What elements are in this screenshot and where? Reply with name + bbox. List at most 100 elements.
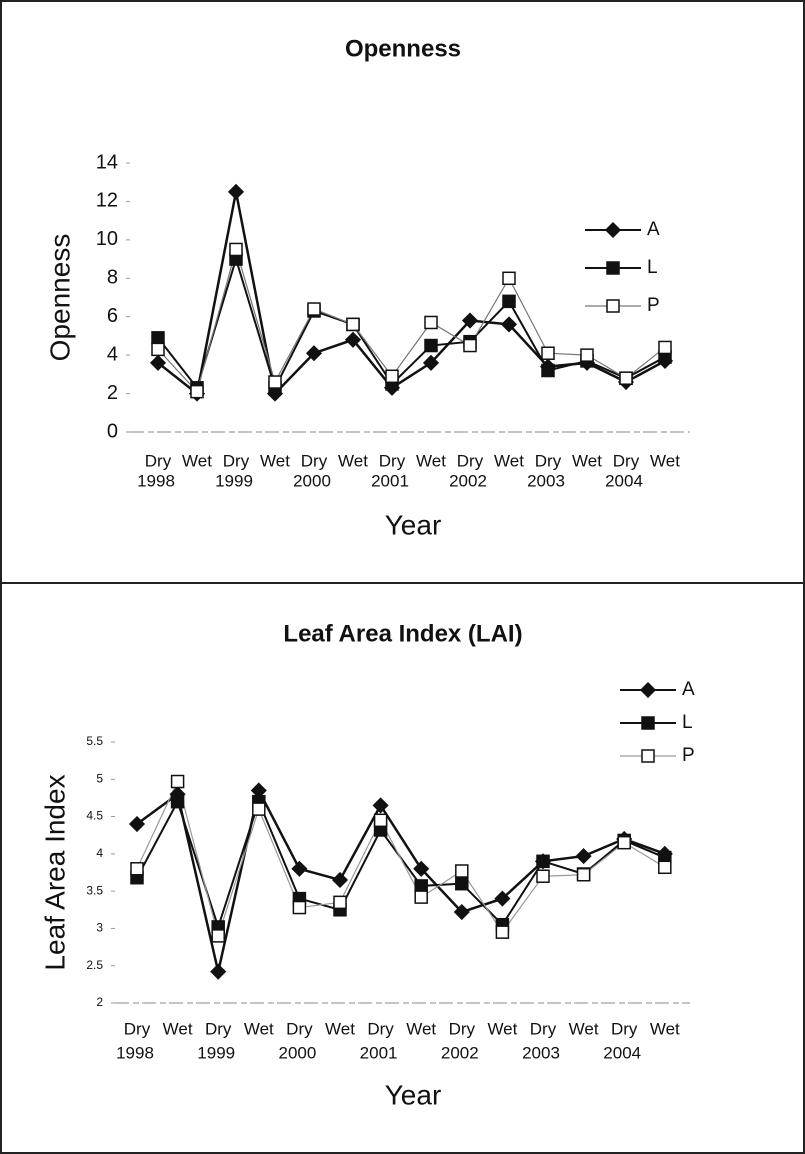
point: [541, 346, 555, 360]
point: [541, 363, 555, 378]
x-tick-label: Wet: [494, 451, 524, 470]
point: [424, 338, 438, 353]
legend-label: P: [682, 745, 695, 766]
x-tick-label: Wet: [406, 1019, 436, 1038]
x-group-label: 2001: [360, 1043, 398, 1062]
point: [580, 348, 594, 362]
point: [130, 862, 144, 876]
point: [331, 871, 349, 889]
y-tick-label: 3.5: [86, 883, 103, 897]
x-axis-label: Year: [385, 1079, 442, 1110]
y-tick-label: 3: [96, 921, 103, 935]
x-axis-label: Year: [385, 509, 442, 540]
point: [500, 316, 518, 333]
y-tick-label: 2.5: [86, 958, 103, 972]
y-tick-label: 4: [96, 846, 103, 860]
point: [424, 315, 438, 330]
x-tick-label: Wet: [163, 1019, 193, 1038]
x-tick-label: Dry: [286, 1019, 313, 1038]
x-group-label: 1998: [116, 1043, 154, 1062]
legend-label: A: [682, 679, 695, 700]
x-tick-label: Wet: [338, 451, 368, 470]
legend-label: L: [682, 712, 693, 733]
panel-border: [0, 582, 805, 1154]
chart-title: Leaf Area Index (LAI): [283, 620, 522, 647]
point: [576, 867, 591, 882]
y-tick-label: 10: [96, 228, 118, 250]
legend-marker: [641, 716, 655, 730]
legend-marker: [606, 299, 620, 313]
x-tick-label: Dry: [379, 451, 406, 470]
x-tick-label: Dry: [223, 451, 250, 470]
series-line: [136, 798, 666, 931]
y-tick-label: 5.5: [86, 734, 103, 748]
y-axis-label: Openness: [44, 234, 75, 362]
point: [211, 929, 225, 943]
y-tick-label: 14: [96, 151, 118, 173]
point: [151, 342, 165, 357]
chart-title: Openness: [345, 35, 461, 62]
x-group-label: 2000: [278, 1043, 316, 1062]
point: [455, 876, 469, 891]
x-tick-label: Dry: [530, 1019, 557, 1038]
x-tick-label: Dry: [145, 451, 172, 470]
x-group-label: 2002: [441, 1043, 479, 1062]
x-tick-label: Wet: [572, 451, 602, 470]
point: [536, 869, 550, 883]
point: [414, 890, 428, 904]
y-tick-label: 12: [96, 190, 118, 212]
legend-label: L: [647, 257, 658, 278]
y-tick-label: 6: [107, 305, 118, 327]
x-tick-label: Wet: [650, 1019, 680, 1038]
x-tick-label: Dry: [613, 451, 640, 470]
x-group-label: 2004: [603, 1043, 641, 1062]
point: [373, 813, 388, 828]
x-tick-label: Dry: [535, 451, 562, 470]
point: [307, 302, 321, 316]
point: [495, 925, 510, 939]
point: [268, 375, 282, 389]
x-tick-label: Dry: [449, 1019, 476, 1038]
x-tick-label: Dry: [205, 1019, 232, 1038]
point: [658, 860, 672, 875]
point: [229, 242, 243, 257]
point: [453, 903, 470, 921]
point: [536, 854, 550, 869]
point: [128, 815, 146, 833]
point: [151, 331, 165, 345]
point: [385, 369, 399, 384]
y-axis-label: Leaf Area Index: [39, 774, 70, 970]
point: [502, 294, 516, 309]
point: [372, 797, 389, 814]
point: [252, 802, 266, 816]
point: [617, 835, 631, 850]
x-group-label: 2001: [371, 471, 409, 490]
legend-marker: [641, 749, 655, 763]
point: [333, 895, 347, 910]
point: [461, 312, 479, 329]
x-tick-label: Wet: [182, 451, 212, 470]
point: [305, 345, 323, 362]
x-tick-label: Wet: [650, 451, 680, 470]
x-tick-label: Wet: [569, 1019, 599, 1038]
point: [463, 338, 477, 353]
x-tick-label: Dry: [124, 1019, 151, 1038]
point: [170, 774, 185, 789]
point: [227, 183, 245, 200]
point: [575, 848, 592, 865]
x-tick-label: Dry: [367, 1019, 394, 1038]
x-tick-label: Dry: [611, 1019, 638, 1038]
point: [149, 354, 167, 371]
point: [494, 890, 511, 907]
x-group-label: 2002: [449, 471, 487, 490]
x-tick-label: Wet: [244, 1019, 274, 1038]
x-group-label: 2003: [522, 1043, 560, 1062]
point: [658, 340, 672, 355]
x-group-label: 1998: [137, 471, 175, 490]
point: [210, 963, 227, 980]
x-group-label: 1999: [215, 471, 253, 490]
legend-marker: [604, 221, 622, 239]
y-tick-label: 4: [107, 343, 118, 365]
x-group-label: 2004: [605, 471, 643, 490]
